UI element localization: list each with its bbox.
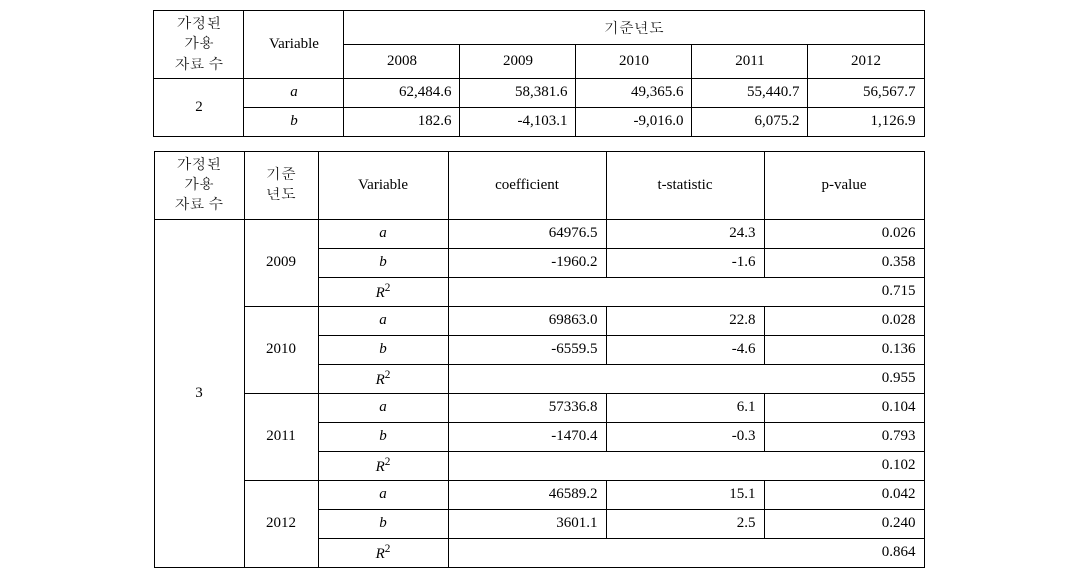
- t2-h-c3: coefficient: [448, 151, 606, 219]
- t2-r2-label: R2: [318, 451, 448, 480]
- t2-cell: -4.6: [606, 335, 764, 364]
- t2-cell: 0.358: [764, 248, 924, 277]
- t2-var: b: [318, 248, 448, 277]
- t2-cell: 0.042: [764, 480, 924, 509]
- t1-h-col1: Variable: [244, 11, 344, 79]
- t2-var: b: [318, 335, 448, 364]
- t2-cell: -0.3: [606, 422, 764, 451]
- t2-cell: 3601.1: [448, 509, 606, 538]
- t1-year-0: 2008: [344, 44, 460, 78]
- t2-cell: 46589.2: [448, 480, 606, 509]
- t1-year-3: 2011: [692, 44, 808, 78]
- t2-var: b: [318, 422, 448, 451]
- t2-r2-label: R2: [318, 277, 448, 306]
- t1-var-a: a: [244, 78, 344, 107]
- t2-cell: -1.6: [606, 248, 764, 277]
- t2-r2-value: 0.715: [448, 277, 924, 306]
- t2-r2-value: 0.102: [448, 451, 924, 480]
- t1-group-value: 2: [154, 78, 244, 136]
- t1-cell: 56,567.7: [808, 78, 924, 107]
- t2-r2-label: R2: [318, 364, 448, 393]
- t2-cell: 0.026: [764, 219, 924, 248]
- t2-r2-value: 0.864: [448, 538, 924, 567]
- t2-r2-value: 0.955: [448, 364, 924, 393]
- t1-var-b: b: [244, 107, 344, 136]
- t2-h-col0: 가정된가용자료 수: [154, 151, 244, 219]
- t2-cell: 0.240: [764, 509, 924, 538]
- t2-h-c4: t-statistic: [606, 151, 764, 219]
- t2-h-c5: p-value: [764, 151, 924, 219]
- t2-year: 2012: [244, 480, 318, 567]
- t2-year: 2011: [244, 393, 318, 480]
- t1-cell: 62,484.6: [344, 78, 460, 107]
- t2-var: a: [318, 480, 448, 509]
- table-bottom: 가정된가용자료 수 기준년도 Variable coefficient t-st…: [154, 151, 925, 568]
- t2-cell: 0.793: [764, 422, 924, 451]
- t1-h-group: 기준년도: [344, 11, 924, 45]
- t2-cell: 69863.0: [448, 306, 606, 335]
- t1-cell: 49,365.6: [576, 78, 692, 107]
- t2-cell: 64976.5: [448, 219, 606, 248]
- t2-cell: 0.028: [764, 306, 924, 335]
- t2-r2-label: R2: [318, 538, 448, 567]
- t1-h-col0: 가정된가용자료 수: [154, 11, 244, 79]
- t2-cell: -1960.2: [448, 248, 606, 277]
- t1-cell: -9,016.0: [576, 107, 692, 136]
- t2-h-c2: Variable: [318, 151, 448, 219]
- t2-cell: 15.1: [606, 480, 764, 509]
- t1-year-2: 2010: [576, 44, 692, 78]
- t2-cell: 0.136: [764, 335, 924, 364]
- t1-cell: 182.6: [344, 107, 460, 136]
- t2-cell: -1470.4: [448, 422, 606, 451]
- t2-year: 2009: [244, 219, 318, 306]
- t1-cell: 6,075.2: [692, 107, 808, 136]
- t2-year: 2010: [244, 306, 318, 393]
- t1-year-4: 2012: [808, 44, 924, 78]
- t1-cell: 55,440.7: [692, 78, 808, 107]
- t1-cell: 58,381.6: [460, 78, 576, 107]
- t2-cell: 57336.8: [448, 393, 606, 422]
- t2-cell: -6559.5: [448, 335, 606, 364]
- t2-var: b: [318, 509, 448, 538]
- t2-cell: 24.3: [606, 219, 764, 248]
- t2-var: a: [318, 393, 448, 422]
- t2-cell: 0.104: [764, 393, 924, 422]
- t1-cell: 1,126.9: [808, 107, 924, 136]
- t2-cell: 2.5: [606, 509, 764, 538]
- t2-var: a: [318, 306, 448, 335]
- t1-cell: -4,103.1: [460, 107, 576, 136]
- table-top: 가정된가용자료 수 Variable 기준년도 2008 2009 2010 2…: [153, 10, 924, 137]
- t2-var: a: [318, 219, 448, 248]
- t2-h-col1: 기준년도: [244, 151, 318, 219]
- t2-cell: 22.8: [606, 306, 764, 335]
- t2-cell: 6.1: [606, 393, 764, 422]
- t2-group-value: 3: [154, 219, 244, 567]
- t1-year-1: 2009: [460, 44, 576, 78]
